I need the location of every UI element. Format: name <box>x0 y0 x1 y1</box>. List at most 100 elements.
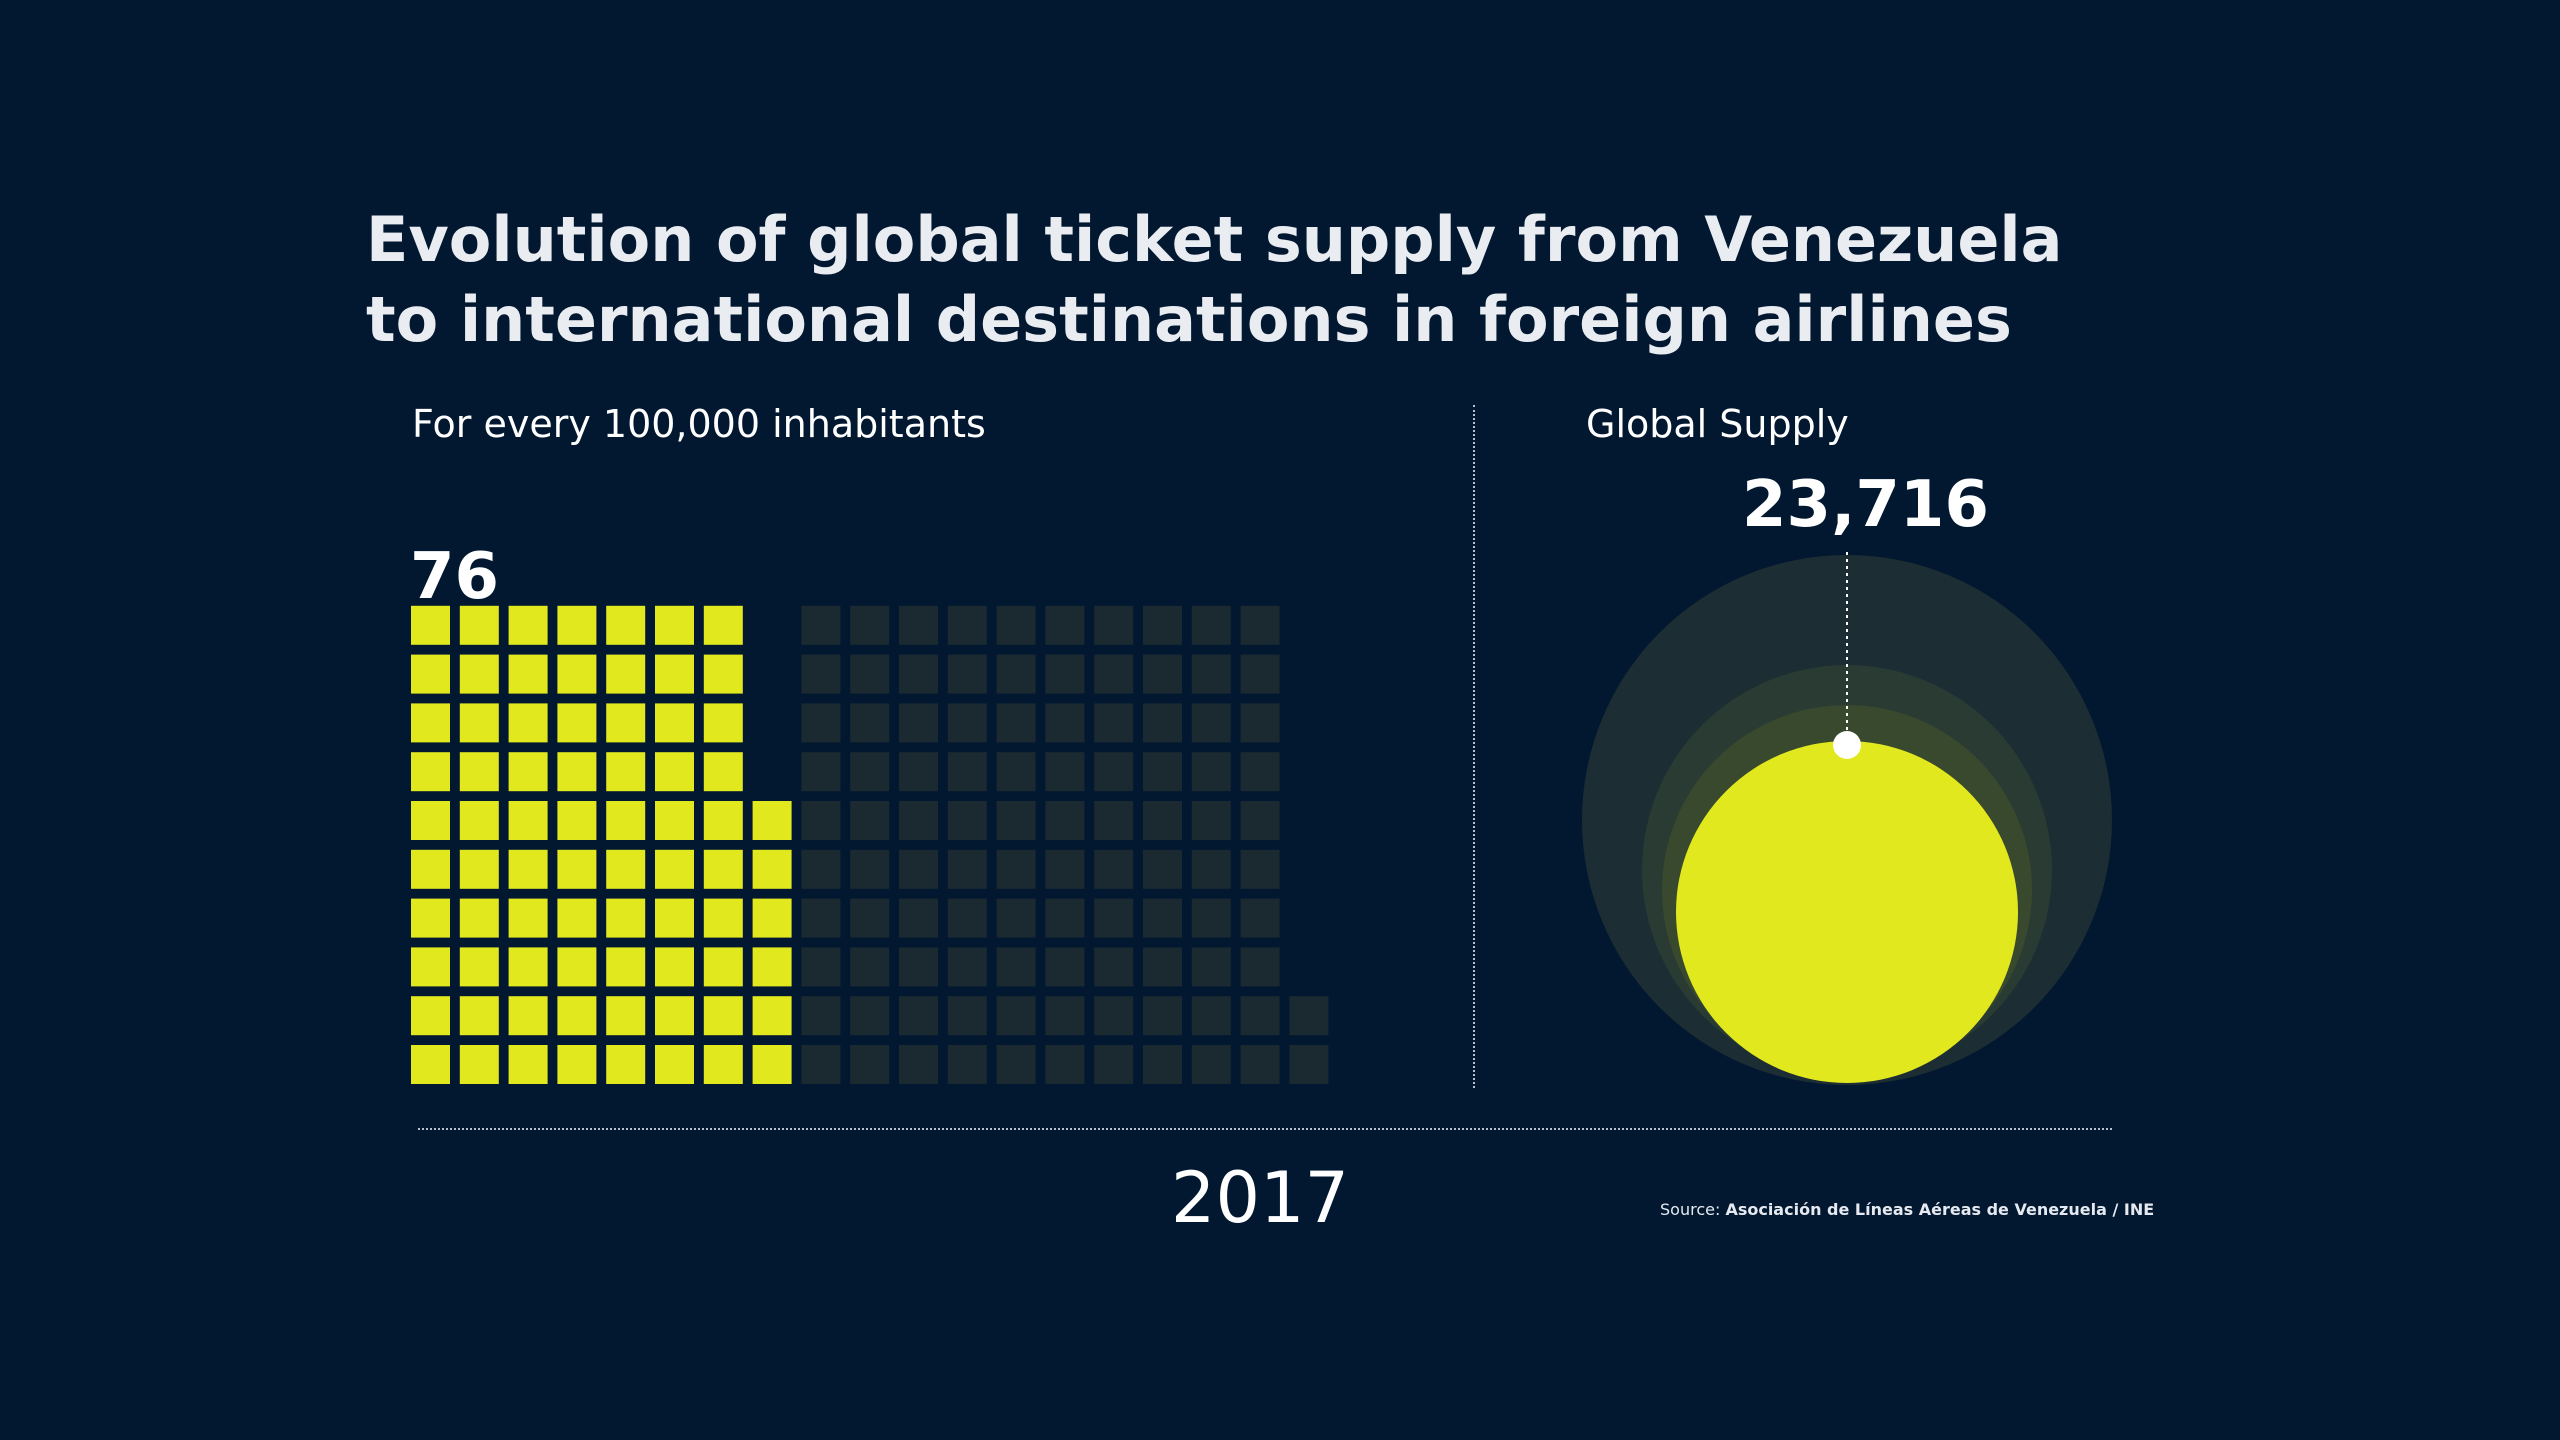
waffle-square-empty <box>1094 996 1134 1036</box>
waffle-square-filled <box>411 898 450 938</box>
waffle-square-filled <box>655 1045 694 1084</box>
waffle-square-empty <box>1143 996 1182 1036</box>
source-prefix: Source: <box>1660 1200 1721 1219</box>
supply-subtitle: Global Supply <box>1586 402 1849 446</box>
waffle-square-filled <box>557 605 597 645</box>
waffle-square-filled <box>508 996 548 1036</box>
waffle-square-filled <box>655 898 694 938</box>
waffle-square-filled <box>606 801 646 840</box>
year-label: 2017 <box>1170 1157 1350 1239</box>
waffle-square-empty <box>1045 654 1085 694</box>
waffle-square-empty <box>1191 801 1231 840</box>
waffle-square-filled <box>557 654 597 694</box>
waffle-square-empty <box>996 752 1036 792</box>
waffle-square-empty <box>1289 1045 1329 1084</box>
waffle-square-filled <box>703 605 743 645</box>
chart-title-line-2: to international destinations in foreign… <box>366 283 2012 356</box>
waffle-square-empty <box>996 801 1036 840</box>
waffle-square-empty <box>850 1045 890 1084</box>
waffle-square-filled <box>606 898 646 938</box>
waffle-square-filled <box>606 1045 646 1084</box>
waffle-square-filled <box>508 703 548 743</box>
waffle-square-filled <box>508 654 548 694</box>
waffle-square-empty <box>1191 654 1231 694</box>
waffle-square-empty <box>850 849 890 889</box>
waffle-square-filled <box>655 752 694 792</box>
waffle-square-filled <box>655 947 694 987</box>
waffle-square-empty <box>899 752 938 792</box>
waffle-square-filled <box>655 703 694 743</box>
chart-title: Evolution of global ticket supply from V… <box>366 200 2066 360</box>
waffle-square-filled <box>655 605 694 645</box>
waffle-square-filled <box>557 849 597 889</box>
waffle-square-filled <box>703 996 743 1036</box>
waffle-square-empty <box>801 849 841 889</box>
waffle-square-filled <box>655 849 694 889</box>
waffle-square-filled <box>411 654 450 694</box>
waffle-square-filled <box>703 947 743 987</box>
waffle-square-filled <box>606 752 646 792</box>
waffle-square-filled <box>508 752 548 792</box>
waffle-square-empty <box>850 752 890 792</box>
waffle-square-empty <box>947 752 987 792</box>
waffle-square-empty <box>947 1045 987 1084</box>
waffle-square-filled <box>557 703 597 743</box>
waffle-square-empty <box>1143 898 1182 938</box>
waffle-square-filled <box>703 849 743 889</box>
waffle-square-filled <box>411 849 450 889</box>
waffle-square-empty <box>1143 752 1182 792</box>
source-text: Asociación de Líneas Aéreas de Venezuela… <box>1725 1200 2155 1219</box>
waffle-square-filled <box>459 898 499 938</box>
waffle-square-filled <box>508 898 548 938</box>
waffle-square-empty <box>899 1045 938 1084</box>
waffle-square-empty <box>1045 605 1085 645</box>
waffle-square-empty <box>1191 898 1231 938</box>
waffle-square-filled <box>752 801 792 840</box>
waffle-subtitle: For every 100,000 inhabitants <box>412 402 986 446</box>
waffle-square-empty <box>947 947 987 987</box>
waffle-square-empty <box>1191 752 1231 792</box>
waffle-square-empty <box>899 654 938 694</box>
waffle-square-empty <box>801 703 841 743</box>
waffle-square-empty <box>1045 898 1085 938</box>
waffle-square-empty <box>1240 605 1280 645</box>
waffle-square-empty <box>1045 752 1085 792</box>
waffle-square-empty <box>801 1045 841 1084</box>
waffle-square-empty <box>1094 752 1134 792</box>
waffle-square-filled <box>752 996 792 1036</box>
waffle-square-empty <box>996 849 1036 889</box>
waffle-square-filled <box>606 703 646 743</box>
waffle-square-empty <box>801 605 841 645</box>
waffle-square-empty <box>899 801 938 840</box>
waffle-square-filled <box>459 752 499 792</box>
waffle-square-empty <box>1240 996 1280 1036</box>
waffle-square-empty <box>947 801 987 840</box>
waffle-square-filled <box>655 996 694 1036</box>
waffle-square-empty <box>1191 703 1231 743</box>
waffle-square-empty <box>947 654 987 694</box>
waffle-square-empty <box>899 849 938 889</box>
waffle-square-empty <box>1094 947 1134 987</box>
waffle-square-empty <box>1240 849 1280 889</box>
waffle-square-filled <box>508 605 548 645</box>
waffle-square-filled <box>703 898 743 938</box>
waffle-square-filled <box>411 752 450 792</box>
waffle-square-empty <box>1045 849 1085 889</box>
supply-marker-dot <box>1833 731 1861 759</box>
waffle-square-filled <box>459 703 499 743</box>
waffle-square-filled <box>411 1045 450 1084</box>
waffle-square-empty <box>1240 947 1280 987</box>
chart-title-line-1: Evolution of global ticket supply from V… <box>366 203 2063 276</box>
waffle-square-empty <box>1045 801 1085 840</box>
waffle-square-empty <box>947 996 987 1036</box>
waffle-square-empty <box>1191 1045 1231 1084</box>
waffle-square-empty <box>1094 898 1134 938</box>
supply-value-label: 23,716 <box>1742 468 1989 542</box>
waffle-square-empty <box>1094 703 1134 743</box>
waffle-square-empty <box>1045 996 1085 1036</box>
waffle-square-empty <box>850 605 890 645</box>
waffle-square-empty <box>947 849 987 889</box>
waffle-square-filled <box>655 654 694 694</box>
waffle-square-filled <box>459 801 499 840</box>
waffle-square-empty <box>947 605 987 645</box>
